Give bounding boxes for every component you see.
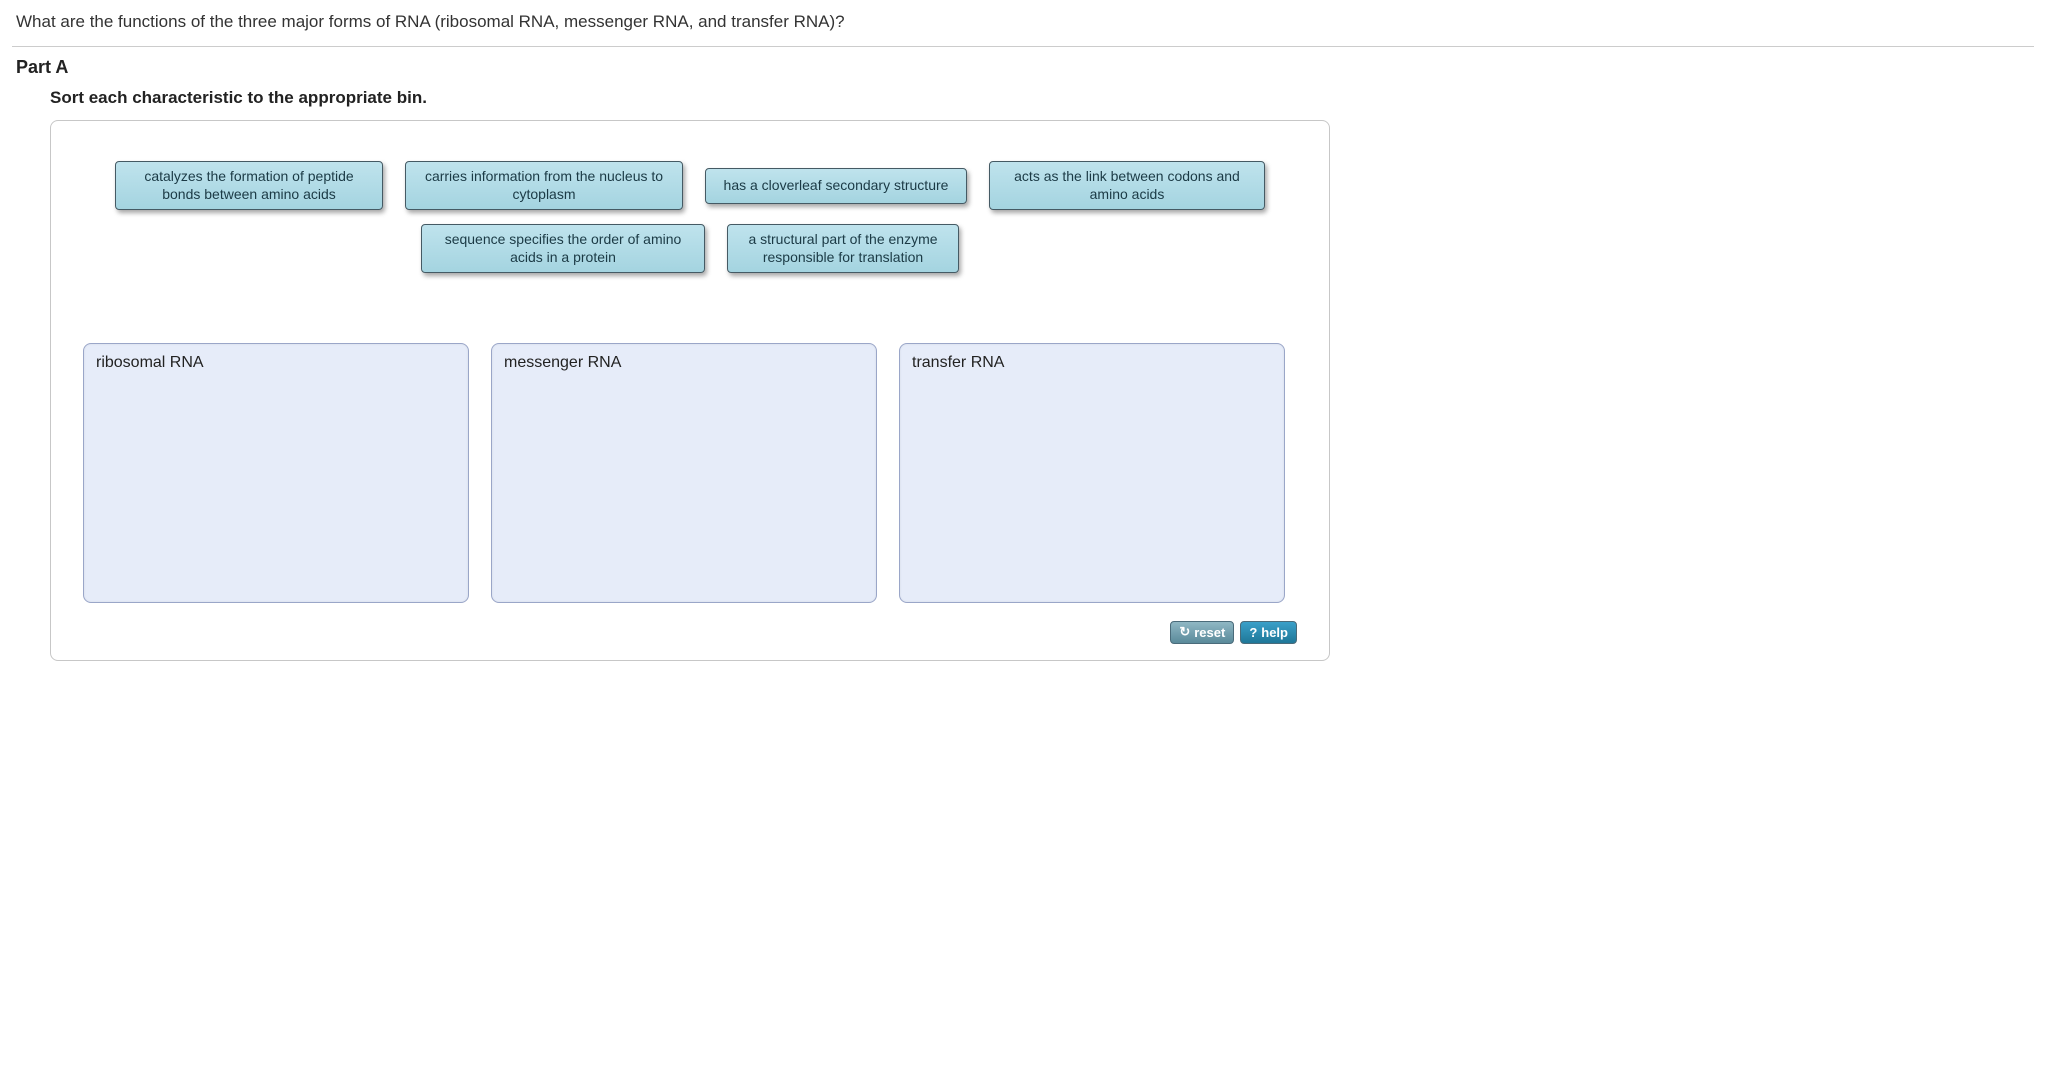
draggable-item[interactable]: sequence specifies the order of amino ac… (421, 224, 705, 273)
bins-row: ribosomal RNA messenger RNA transfer RNA (83, 343, 1305, 603)
divider (12, 46, 2034, 47)
draggable-item[interactable]: acts as the link between codons and amin… (989, 161, 1265, 210)
page: What are the functions of the three majo… (0, 0, 2046, 681)
draggable-row-2: sequence specifies the order of amino ac… (421, 224, 959, 273)
bin-ribosomal-rna[interactable]: ribosomal RNA (83, 343, 469, 603)
part-label: Part A (16, 57, 2034, 78)
instructions-text: Sort each characteristic to the appropri… (50, 88, 2034, 108)
question-text: What are the functions of the three majo… (12, 8, 2034, 46)
bin-transfer-rna[interactable]: transfer RNA (899, 343, 1285, 603)
draggable-item[interactable]: a structural part of the enzyme responsi… (727, 224, 959, 273)
bin-title: transfer RNA (912, 354, 1272, 372)
draggable-pool: catalyzes the formation of peptide bonds… (75, 161, 1305, 273)
draggable-item[interactable]: catalyzes the formation of peptide bonds… (115, 161, 383, 210)
draggable-row-1: catalyzes the formation of peptide bonds… (115, 161, 1265, 210)
bin-title: ribosomal RNA (96, 354, 456, 372)
draggable-item[interactable]: carries information from the nucleus to … (405, 161, 683, 210)
help-label: help (1261, 625, 1288, 640)
draggable-item[interactable]: has a cloverleaf secondary structure (705, 168, 967, 204)
bin-title: messenger RNA (504, 354, 864, 372)
help-icon: ? (1249, 625, 1257, 640)
reset-button[interactable]: ↻ reset (1170, 621, 1234, 644)
bin-messenger-rna[interactable]: messenger RNA (491, 343, 877, 603)
sorting-activity: catalyzes the formation of peptide bonds… (50, 120, 1330, 661)
reset-label: reset (1194, 625, 1225, 640)
help-button[interactable]: ? help (1240, 621, 1297, 644)
controls: ↻ reset ? help (75, 621, 1305, 644)
reset-icon: ↻ (1179, 624, 1190, 640)
